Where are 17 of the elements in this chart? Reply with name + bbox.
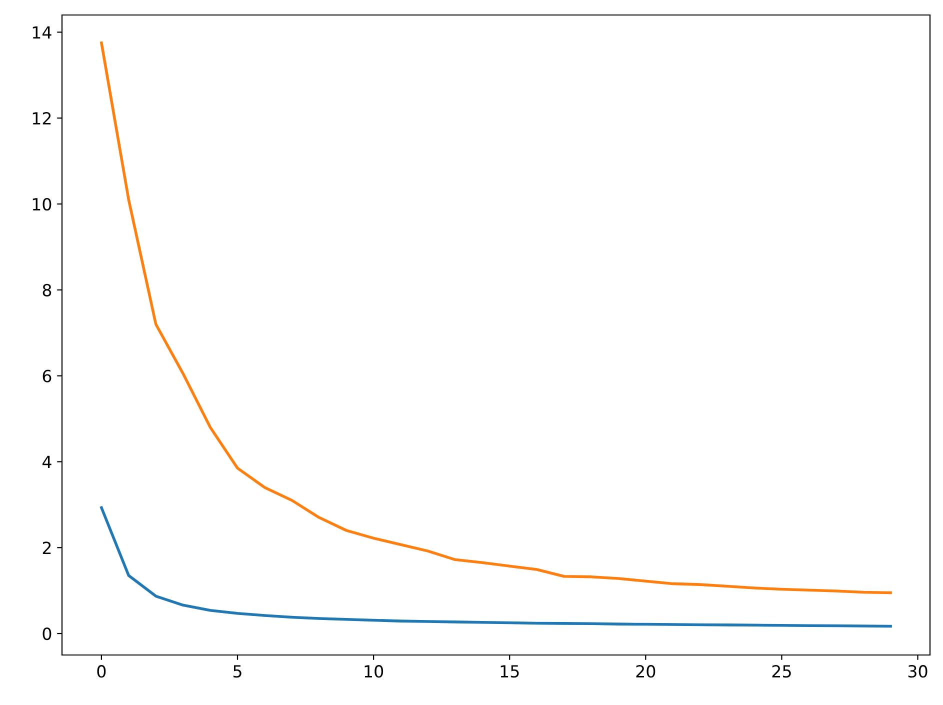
x-tick-label: 10 (364, 665, 384, 678)
y-tick-label: 6 (42, 370, 52, 382)
x-tick-label: 25 (772, 665, 791, 678)
y-tick-label: 2 (42, 542, 51, 554)
x-tick-label: 30 (908, 665, 928, 678)
line-series (100, 42, 892, 594)
y-tick-label: 10 (32, 198, 52, 211)
x-tick-label: 20 (636, 665, 656, 678)
y-tick-label: 0 (42, 627, 52, 640)
x-tick-label: 0 (97, 665, 106, 678)
y-tick-label: 14 (32, 26, 52, 39)
x-tick-label: 5 (233, 665, 242, 678)
y-tick-label: 12 (32, 112, 51, 124)
x-tick-label: 15 (500, 665, 519, 678)
y-tick-label: 4 (42, 456, 52, 468)
line-series (100, 506, 892, 628)
y-tick-label: 8 (42, 284, 52, 296)
